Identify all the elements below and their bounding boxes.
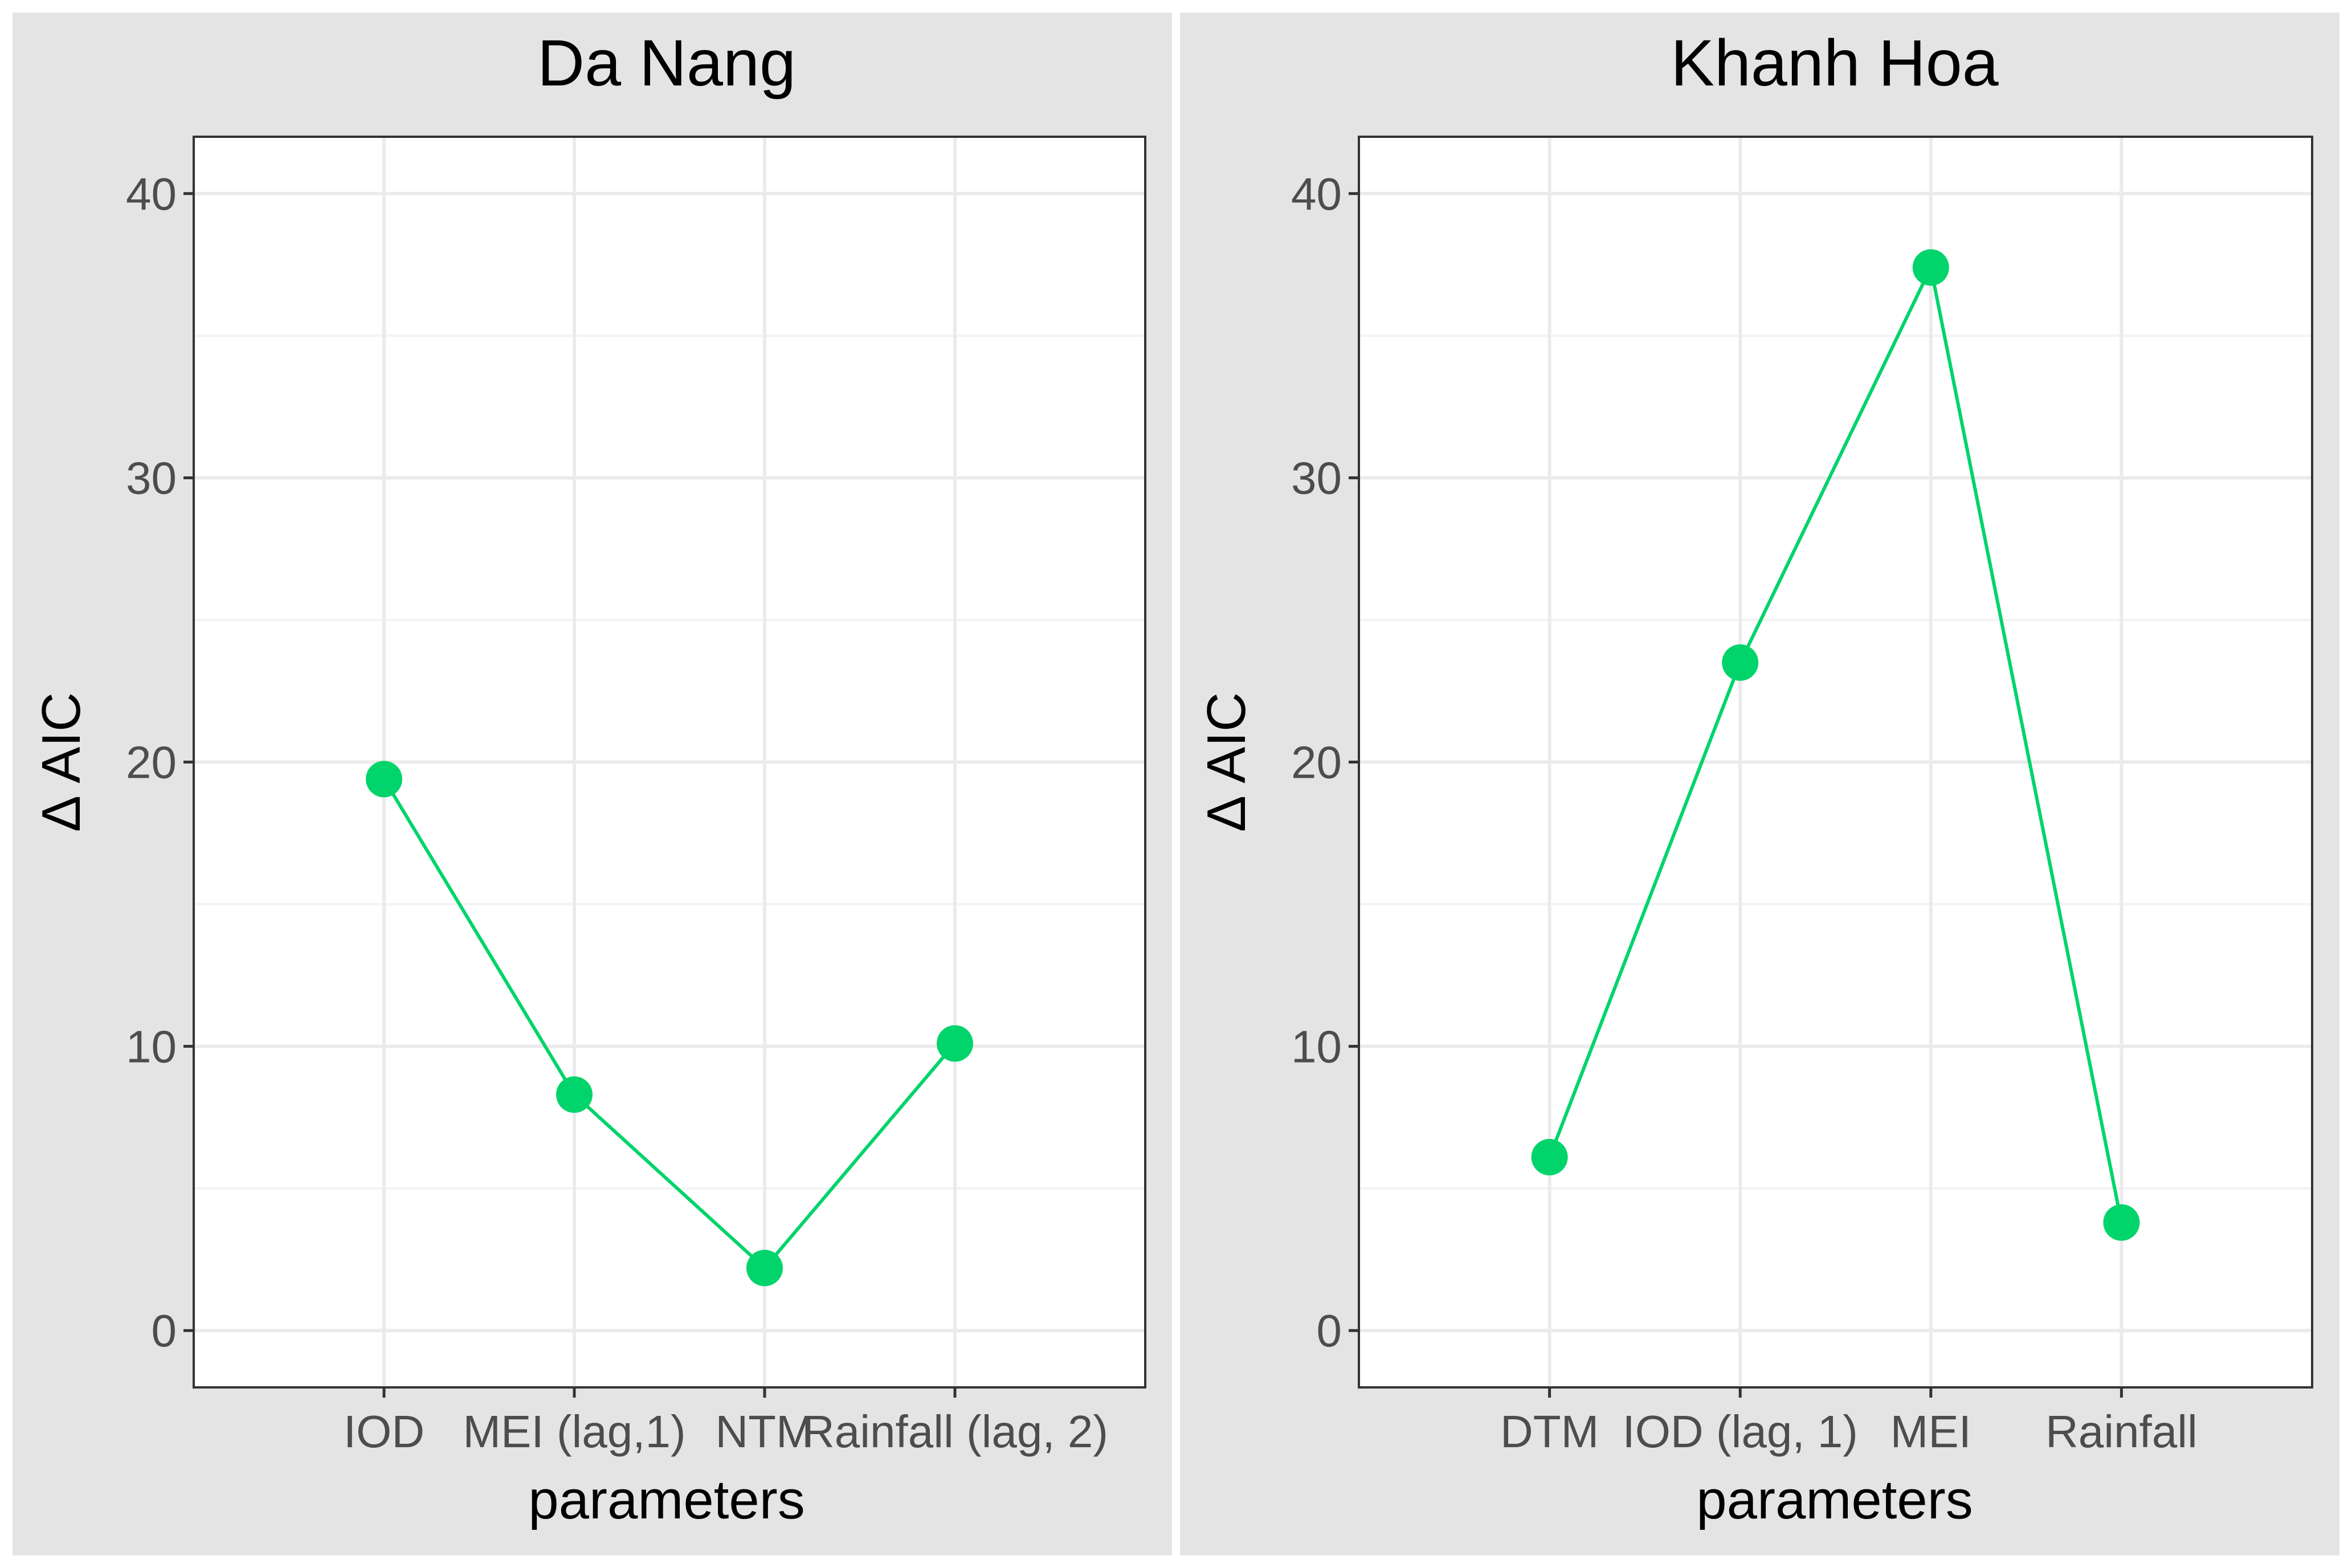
y-tick-label: 30 <box>1291 453 1342 504</box>
y-tick-label: 10 <box>126 1021 177 1072</box>
data-point: DTM: 6.1 <box>1531 1138 1568 1175</box>
data-point: IOD (lag, 1): 23.5 <box>1722 644 1759 681</box>
data-point: MEI (lag,1): 8.3 <box>556 1076 593 1113</box>
data-point: MEI: 37.4 <box>1912 249 1949 286</box>
y-tick-label: 40 <box>1291 169 1342 219</box>
y-tick-label: 40 <box>126 169 177 219</box>
x-tick-label: NTM <box>715 1406 814 1457</box>
series-line <box>1547 262 2124 1223</box>
data-point: NTM: 2.2 <box>746 1250 783 1287</box>
y-tick-label: 10 <box>1291 1021 1342 1072</box>
chart-panel-1: IOD: 19.4 MEI (lag,1): 8.3 NTM: 2.2 Rainfal… <box>13 13 1172 1555</box>
y-tick-label: 20 <box>126 737 177 788</box>
y-tick-label: 0 <box>152 1305 177 1356</box>
y-tick-label: 0 <box>1317 1305 1342 1356</box>
x-tick-label: Rainfall (lag, 2) <box>802 1406 1108 1457</box>
y-tick-label: 20 <box>1291 737 1342 788</box>
y-axis-title: Δ AIC <box>1196 692 1257 832</box>
series-line <box>382 778 957 1271</box>
x-tick-label: MEI <box>1890 1406 1971 1457</box>
x-tick-label: IOD <box>344 1406 424 1457</box>
x-axis-title: parameters <box>1696 1469 1973 1530</box>
panel-title: Khanh Hoa <box>1671 27 1998 100</box>
panel-title: Da Nang <box>537 27 796 100</box>
x-axis-title: parameters <box>528 1469 805 1530</box>
data-point: Rainfall (lag, 2): 10.1 <box>937 1025 973 1062</box>
data-point: Rainfall: 3.8 <box>2103 1204 2140 1241</box>
x-tick-label: MEI (lag,1) <box>463 1406 685 1457</box>
x-tick-label: IOD (lag, 1) <box>1622 1406 1857 1457</box>
chart-panel-2: DTM: 6.1 IOD (lag, 1): 23.5 MEI: 37.4 Rainf… <box>1180 13 2339 1555</box>
x-tick-label: Rainfall <box>2045 1406 2198 1457</box>
y-tick-label: 30 <box>126 453 177 504</box>
y-axis-title: Δ AIC <box>31 692 92 832</box>
x-tick-label: DTM <box>1500 1406 1599 1457</box>
data-point: IOD: 19.4 <box>366 761 402 798</box>
